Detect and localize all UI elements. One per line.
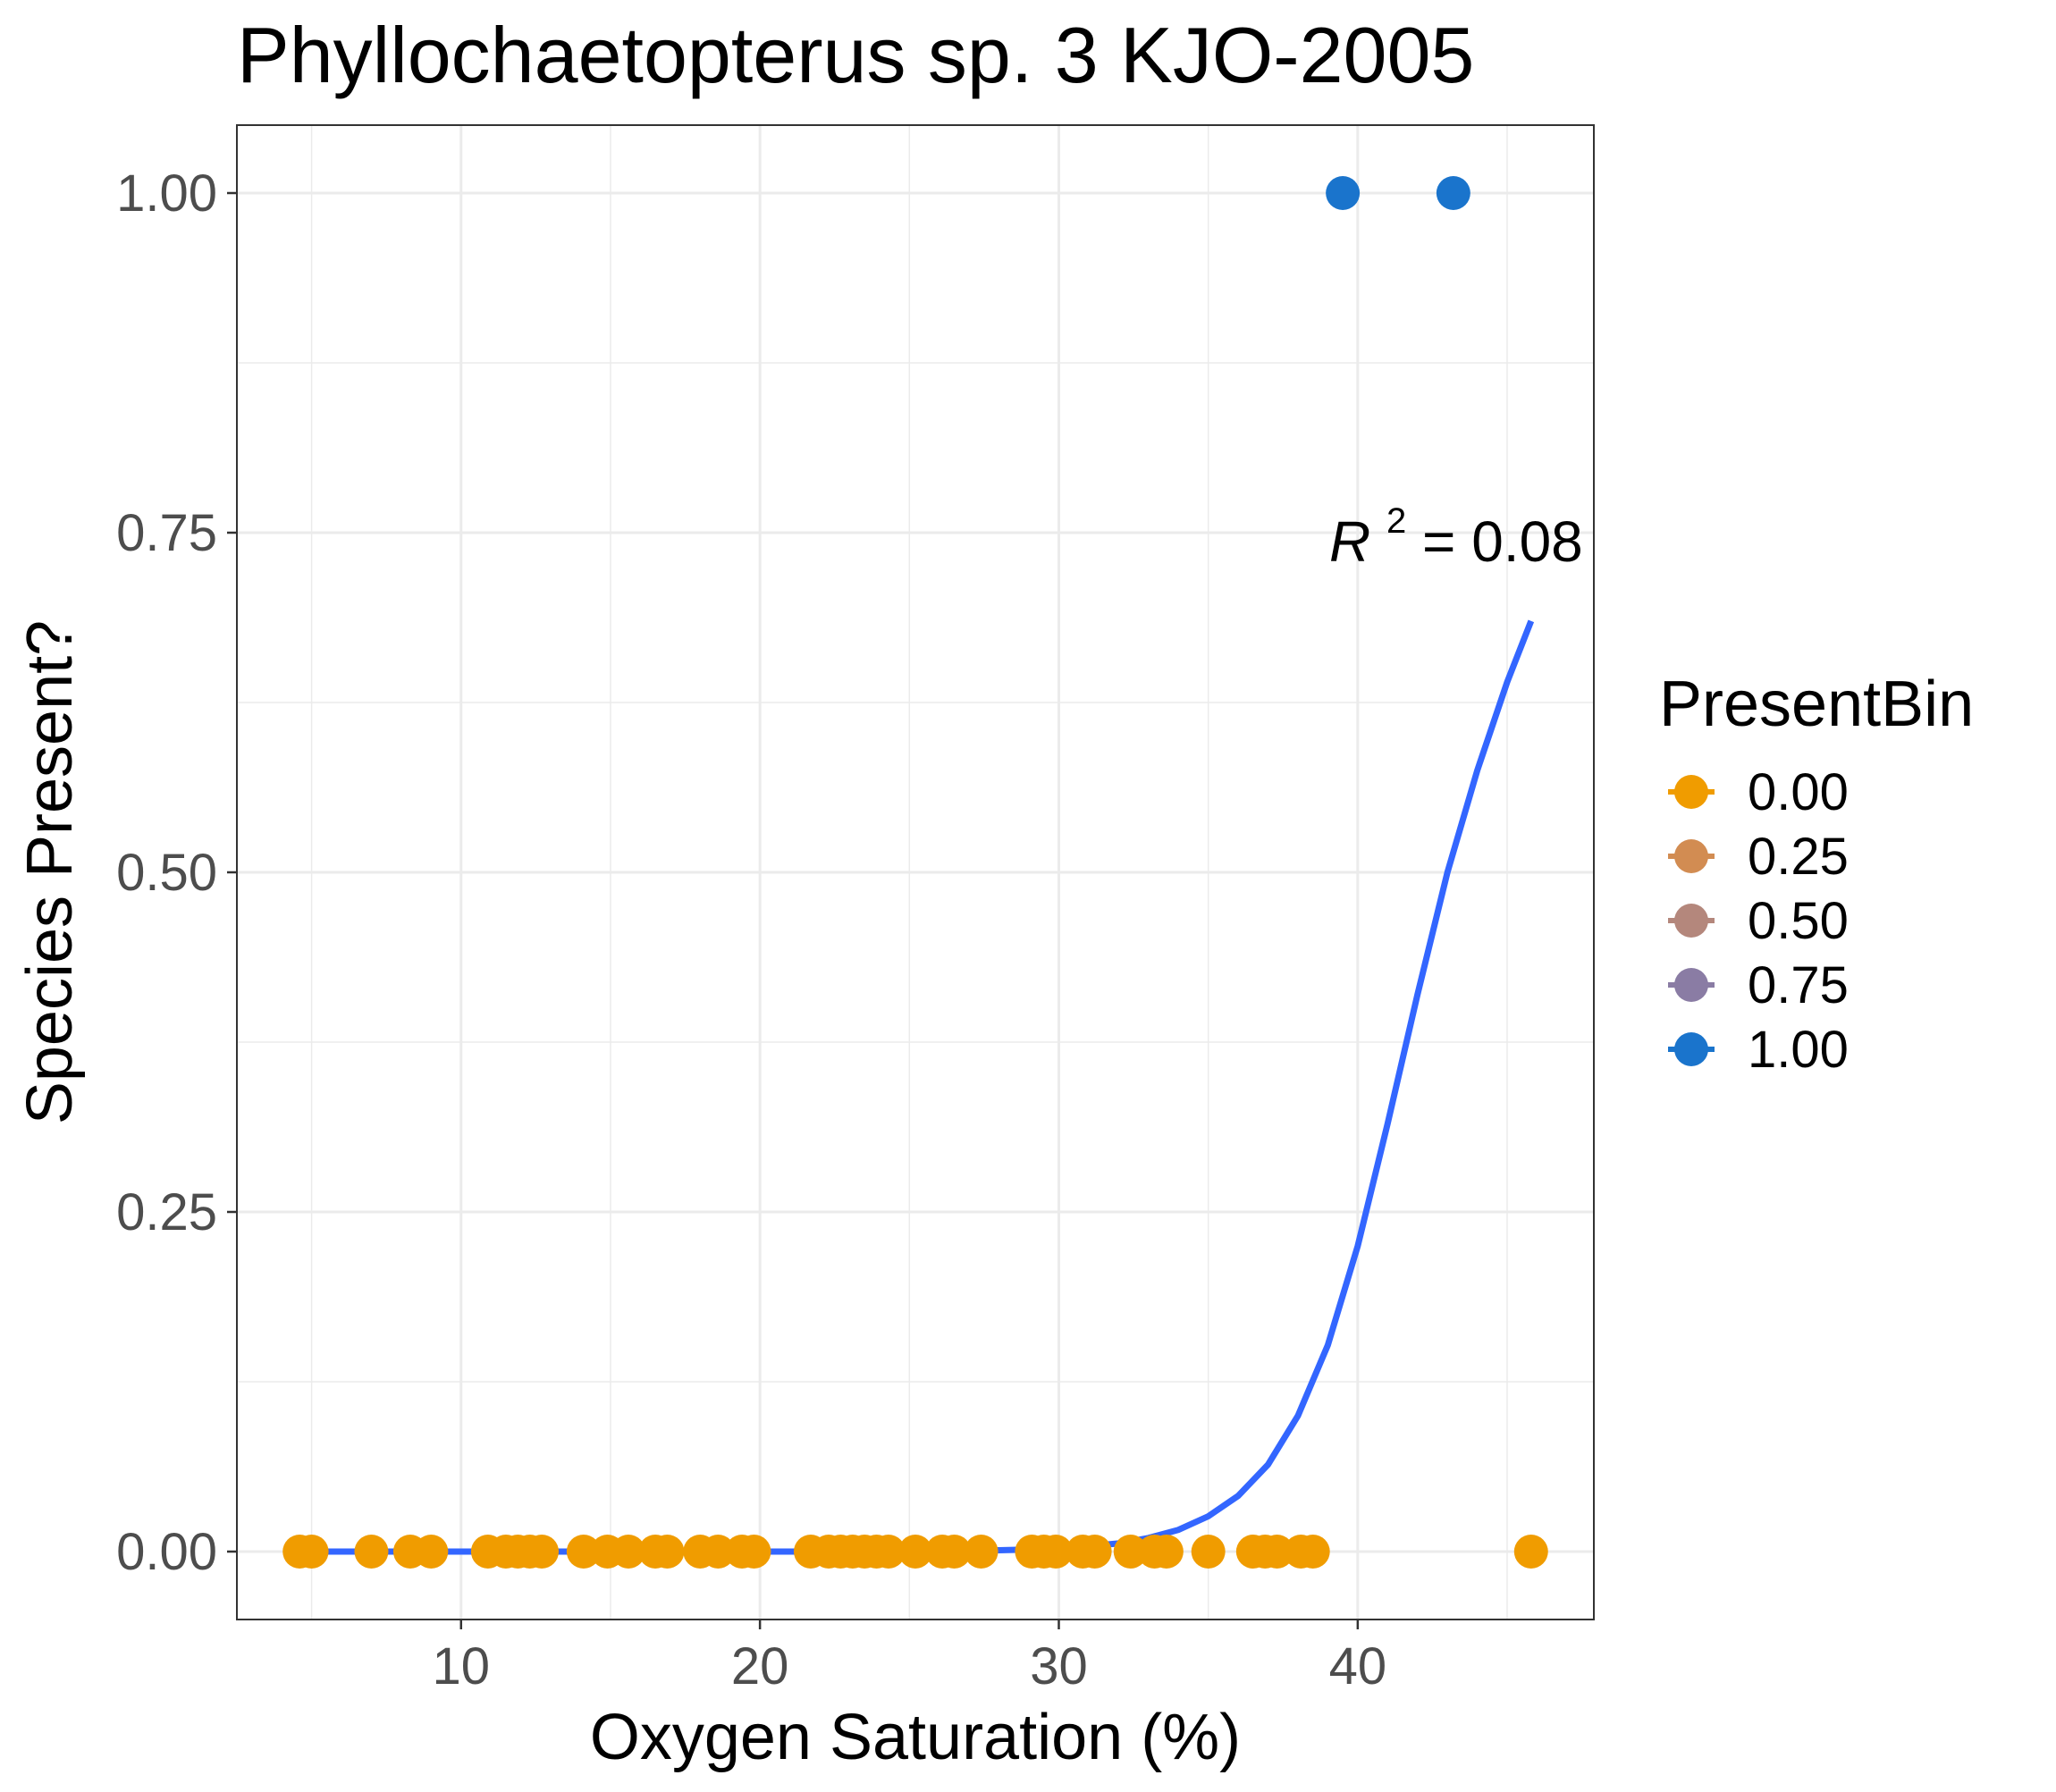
data-point: [737, 1535, 771, 1569]
data-point: [525, 1535, 560, 1569]
r-squared-annotation: R 2 = 0.08: [1329, 481, 1583, 574]
data-point: [1295, 1535, 1330, 1569]
legend-label: 0.25: [1748, 828, 1849, 886]
data-point: [354, 1535, 389, 1569]
data-point: [964, 1535, 999, 1569]
r-exponent: 2: [1386, 501, 1406, 541]
legend-key-dot: [1674, 839, 1708, 873]
legend-label: 0.75: [1748, 956, 1849, 1014]
y-tick-label: 0.25: [116, 1183, 217, 1241]
y-tick-label: 0.50: [116, 844, 217, 902]
data-point: [1436, 176, 1470, 210]
x-tick-label: 20: [731, 1637, 789, 1695]
x-tick-label: 10: [433, 1637, 491, 1695]
x-tick-label: 30: [1030, 1637, 1088, 1695]
r-symbol: R: [1329, 509, 1370, 574]
data-points: [282, 176, 1548, 1569]
legend-label: 1.00: [1748, 1021, 1849, 1079]
legend-label: 0.00: [1748, 763, 1849, 821]
data-point: [1513, 1535, 1548, 1569]
data-point: [701, 1535, 736, 1569]
y-tick-label: 0.00: [116, 1523, 217, 1581]
legend-key-dot: [1674, 775, 1708, 809]
x-axis: 10 20 30 40: [433, 1620, 1387, 1695]
legend: 0.00 0.25 0.50 0.75 1.00: [1668, 763, 1849, 1079]
data-point: [566, 1535, 601, 1569]
data-point: [414, 1535, 449, 1569]
data-point: [1077, 1535, 1112, 1569]
x-tick-label: 40: [1329, 1637, 1387, 1695]
legend-key-dot: [1674, 1032, 1708, 1066]
data-point: [871, 1535, 906, 1569]
x-axis-title: Oxygen Saturation (%): [590, 1702, 1241, 1773]
y-axis-title: Species Present?: [14, 620, 86, 1124]
data-point: [1113, 1535, 1148, 1569]
legend-label: 0.50: [1748, 892, 1849, 950]
data-point: [1191, 1535, 1226, 1569]
data-point: [650, 1535, 685, 1569]
y-axis: 0.00 0.25 0.50 0.75 1.00: [116, 164, 237, 1581]
data-point: [1260, 1535, 1294, 1569]
legend-key-dot: [1674, 904, 1708, 938]
data-point: [1039, 1535, 1074, 1569]
data-point: [1326, 176, 1361, 210]
y-tick-label: 0.75: [116, 504, 217, 562]
r-value: = 0.08: [1422, 509, 1583, 574]
data-point: [294, 1535, 329, 1569]
y-tick-label: 1.00: [116, 164, 217, 223]
legend-title: PresentBin: [1659, 669, 1974, 740]
chart-title: Phyllochaetopterus sp. 3 KJO-2005: [237, 11, 1474, 99]
data-point: [898, 1535, 932, 1569]
data-point: [1149, 1535, 1184, 1569]
legend-key-dot: [1674, 968, 1708, 1002]
data-point: [611, 1535, 646, 1569]
data-point: [937, 1535, 972, 1569]
